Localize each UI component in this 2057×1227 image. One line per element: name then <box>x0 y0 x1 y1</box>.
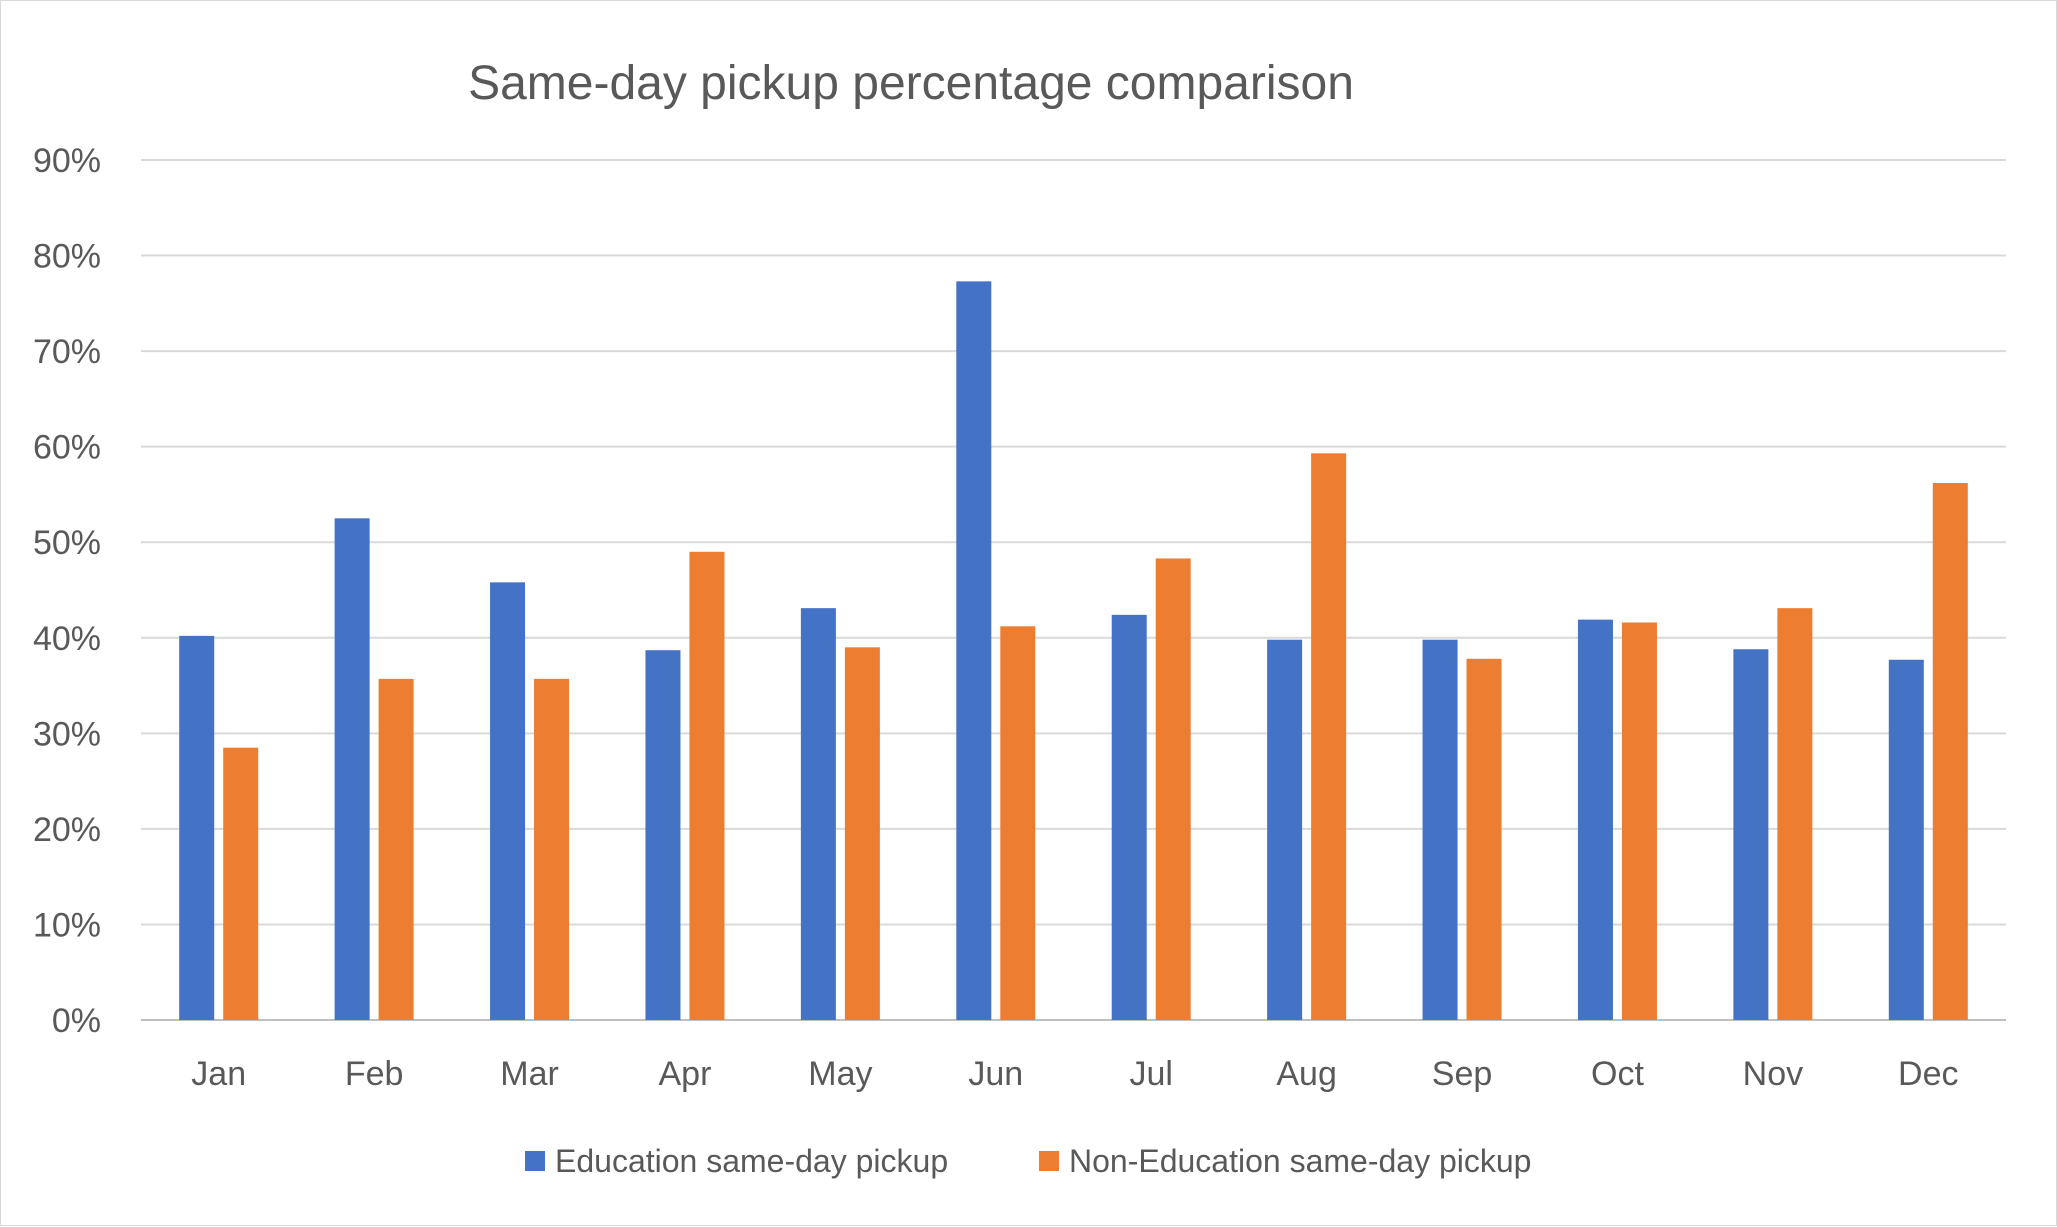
bar-series-2-jun <box>1000 626 1036 1020</box>
bar-series-1-sep <box>1422 639 1458 1020</box>
bar-series-2-dec <box>1932 482 1968 1020</box>
bar-series-1-dec <box>1888 659 1924 1020</box>
bar-series-2-apr <box>689 551 725 1020</box>
bar-series-1-apr <box>645 650 681 1020</box>
bars <box>179 281 1968 1020</box>
x-tick-label: May <box>808 1055 872 1093</box>
gridlines <box>141 159 2006 1021</box>
x-tick-label: Sep <box>1432 1055 1493 1093</box>
chart-title: Same-day pickup percentage comparison <box>468 57 1354 110</box>
legend-label-series-1: Education same-day pickup <box>555 1143 948 1179</box>
x-tick-label: Jul <box>1129 1055 1172 1093</box>
bar-series-1-mar <box>490 582 526 1020</box>
legend-swatch-series-1 <box>525 1151 545 1171</box>
y-tick-label: 30% <box>33 715 101 753</box>
legend-label-series-2: Non-Education same-day pickup <box>1069 1143 1531 1179</box>
bar-series-1-nov <box>1733 649 1769 1020</box>
x-tick-label: Aug <box>1276 1055 1337 1093</box>
x-axis-ticks: Jan Feb Mar Apr May Jun Jul Aug Sep Oct Nov Dec <box>191 1055 1958 1093</box>
bar-series-2-mar <box>534 678 570 1020</box>
bar-series-1-jan <box>179 635 215 1020</box>
y-axis-ticks: 0% 10% 20% 30% 40% 50% 60% 70% 80% 90% <box>33 142 101 1040</box>
bar-series-2-jul <box>1155 558 1191 1020</box>
x-tick-label: Apr <box>658 1055 711 1093</box>
bar-series-1-jun <box>956 281 992 1020</box>
bar-series-2-aug <box>1311 453 1347 1020</box>
y-tick-label: 20% <box>33 811 101 849</box>
x-tick-label: Jun <box>968 1055 1023 1093</box>
bar-series-2-may <box>844 647 880 1020</box>
y-tick-label: 0% <box>52 1002 101 1040</box>
y-tick-label: 60% <box>33 429 101 467</box>
bar-series-2-oct <box>1621 622 1657 1020</box>
bar-series-2-sep <box>1466 658 1502 1020</box>
y-tick-label: 80% <box>33 238 101 276</box>
y-tick-label: 50% <box>33 524 101 562</box>
bar-series-1-jul <box>1111 614 1147 1020</box>
bar-series-2-nov <box>1777 608 1813 1020</box>
y-tick-label: 70% <box>33 333 101 371</box>
bar-series-1-aug <box>1267 639 1303 1020</box>
bar-series-1-feb <box>334 518 370 1020</box>
bar-series-1-oct <box>1577 619 1613 1020</box>
y-tick-label: 10% <box>33 906 101 944</box>
x-tick-label: Feb <box>345 1055 404 1093</box>
x-tick-label: Dec <box>1898 1055 1958 1093</box>
bar-series-2-jan <box>223 747 259 1020</box>
bar-series-2-feb <box>378 678 414 1020</box>
legend-swatch-series-2 <box>1039 1151 1059 1171</box>
x-tick-label: Jan <box>191 1055 246 1093</box>
x-tick-label: Oct <box>1591 1055 1644 1093</box>
bar-series-1-may <box>800 608 836 1020</box>
legend: Education same-day pickup Non-Education s… <box>525 1143 1531 1179</box>
x-tick-label: Nov <box>1743 1055 1803 1093</box>
y-tick-label: 90% <box>33 142 101 180</box>
x-tick-label: Mar <box>500 1055 559 1093</box>
y-tick-label: 40% <box>33 620 101 658</box>
